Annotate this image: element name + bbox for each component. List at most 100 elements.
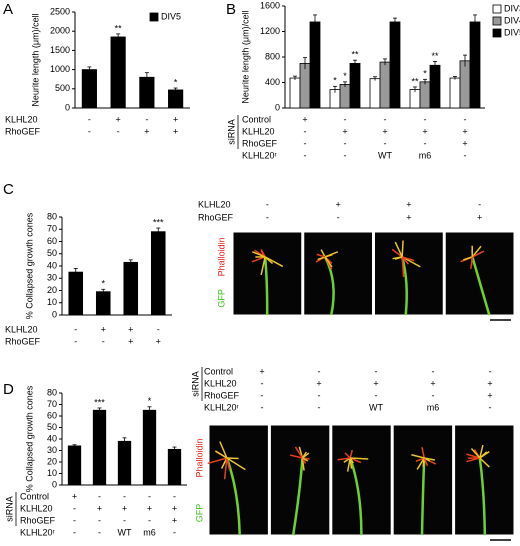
condition-label: Control <box>204 366 233 376</box>
condition-value: - <box>318 366 321 376</box>
filopodium <box>421 446 425 459</box>
significance: ** <box>351 50 359 60</box>
condition-value: - <box>102 336 105 346</box>
neurite <box>348 457 363 536</box>
filopodium <box>207 457 228 465</box>
filopodium <box>350 457 369 460</box>
significance: * <box>101 279 105 289</box>
y-axis-label: Neurite length (μm)/cell <box>30 13 40 106</box>
y-tick-label: 30 <box>47 445 57 455</box>
filopodium <box>416 457 425 470</box>
filopodium <box>470 256 474 270</box>
condition-value: - <box>344 150 347 160</box>
condition-label: RhoGEF <box>5 336 41 346</box>
legend-label: DIV4 <box>504 15 520 25</box>
filopodium <box>349 449 353 459</box>
condition-group: siRNA <box>4 496 14 522</box>
filopodium <box>394 256 403 260</box>
bar <box>369 78 381 109</box>
filopodium <box>260 256 266 276</box>
filopodium <box>226 457 239 460</box>
bar <box>289 77 301 109</box>
condition-value: - <box>98 515 101 525</box>
condition-value: - <box>478 199 481 209</box>
condition-value: + <box>156 336 161 346</box>
y-tick-label: 40 <box>47 260 57 270</box>
filopodium <box>423 457 429 467</box>
condition-label: KLHL20 <box>242 126 275 136</box>
bar <box>167 448 182 486</box>
condition-value: + <box>101 324 106 334</box>
bar <box>409 89 421 109</box>
significance: ** <box>411 76 419 86</box>
condition-value: - <box>266 212 269 222</box>
neurite <box>471 256 491 316</box>
significance: *** <box>94 397 105 407</box>
condition-value: - <box>88 114 91 124</box>
significance: ** <box>431 51 439 61</box>
bar <box>349 62 361 109</box>
bar <box>81 69 97 109</box>
significance: * <box>333 76 337 86</box>
condition-value: - <box>98 491 101 501</box>
condition-value: - <box>117 126 120 136</box>
bar <box>299 62 311 109</box>
condition-label: RhoGEF <box>204 390 240 400</box>
y-tick-label: 80 <box>47 211 57 221</box>
condition-value: WT <box>378 150 392 160</box>
y-tick-label: 0 <box>275 102 280 112</box>
filopodium <box>391 248 403 258</box>
y-tick-label: 60 <box>47 236 57 246</box>
condition-value: + <box>406 199 411 209</box>
bar <box>429 64 441 109</box>
condition-value: - <box>384 138 387 148</box>
condition-value: + <box>302 114 307 124</box>
y-tick-label: 10 <box>47 468 57 478</box>
y-tick-label: 400 <box>265 77 280 87</box>
condition-value: + <box>115 114 120 124</box>
filopodium <box>337 457 351 461</box>
filopodium <box>320 249 326 258</box>
legend-swatch <box>492 16 502 26</box>
condition-value: - <box>424 138 427 148</box>
condition-value: - <box>173 527 176 537</box>
condition-label: RhoGEF <box>20 515 56 525</box>
condition-value: - <box>266 199 269 209</box>
channel-label: GFP <box>216 289 226 308</box>
y-tick-label: 60 <box>47 410 57 420</box>
filopodium <box>424 457 435 461</box>
filopodium <box>260 249 266 258</box>
filopodium <box>226 457 246 471</box>
condition-value: WT <box>369 402 383 412</box>
condition-value: + <box>172 515 177 525</box>
condition-value: + <box>487 378 492 388</box>
filopodium <box>223 457 228 480</box>
channel-label: Phalloidin <box>194 438 204 477</box>
condition-value: WT <box>118 527 132 537</box>
bar <box>469 21 481 109</box>
y-tick-label: 20 <box>47 285 57 295</box>
condition-value: + <box>487 390 492 400</box>
condition-label: KLHL20 <box>5 324 38 334</box>
condition-label: KLHL20 <box>204 378 237 388</box>
neurite <box>478 457 487 536</box>
significance: * <box>174 77 178 87</box>
condition-value: - <box>261 390 264 400</box>
significance: * <box>423 69 427 79</box>
y-tick-label: 1000 <box>50 64 70 74</box>
filopodium <box>302 457 309 462</box>
condition-label: RhoGEF <box>198 212 234 222</box>
neurite <box>291 457 304 536</box>
bar <box>389 21 401 109</box>
filopodium <box>463 256 473 261</box>
panel-letter: B <box>226 1 236 18</box>
y-tick-label: 1600 <box>260 0 280 10</box>
filopodium <box>324 254 333 258</box>
condition-value: - <box>464 114 467 124</box>
condition-label: RhoGEF <box>5 126 41 136</box>
condition-value: + <box>373 378 378 388</box>
condition-value: - <box>148 491 151 501</box>
bar <box>95 291 111 316</box>
filopodium <box>470 448 481 459</box>
